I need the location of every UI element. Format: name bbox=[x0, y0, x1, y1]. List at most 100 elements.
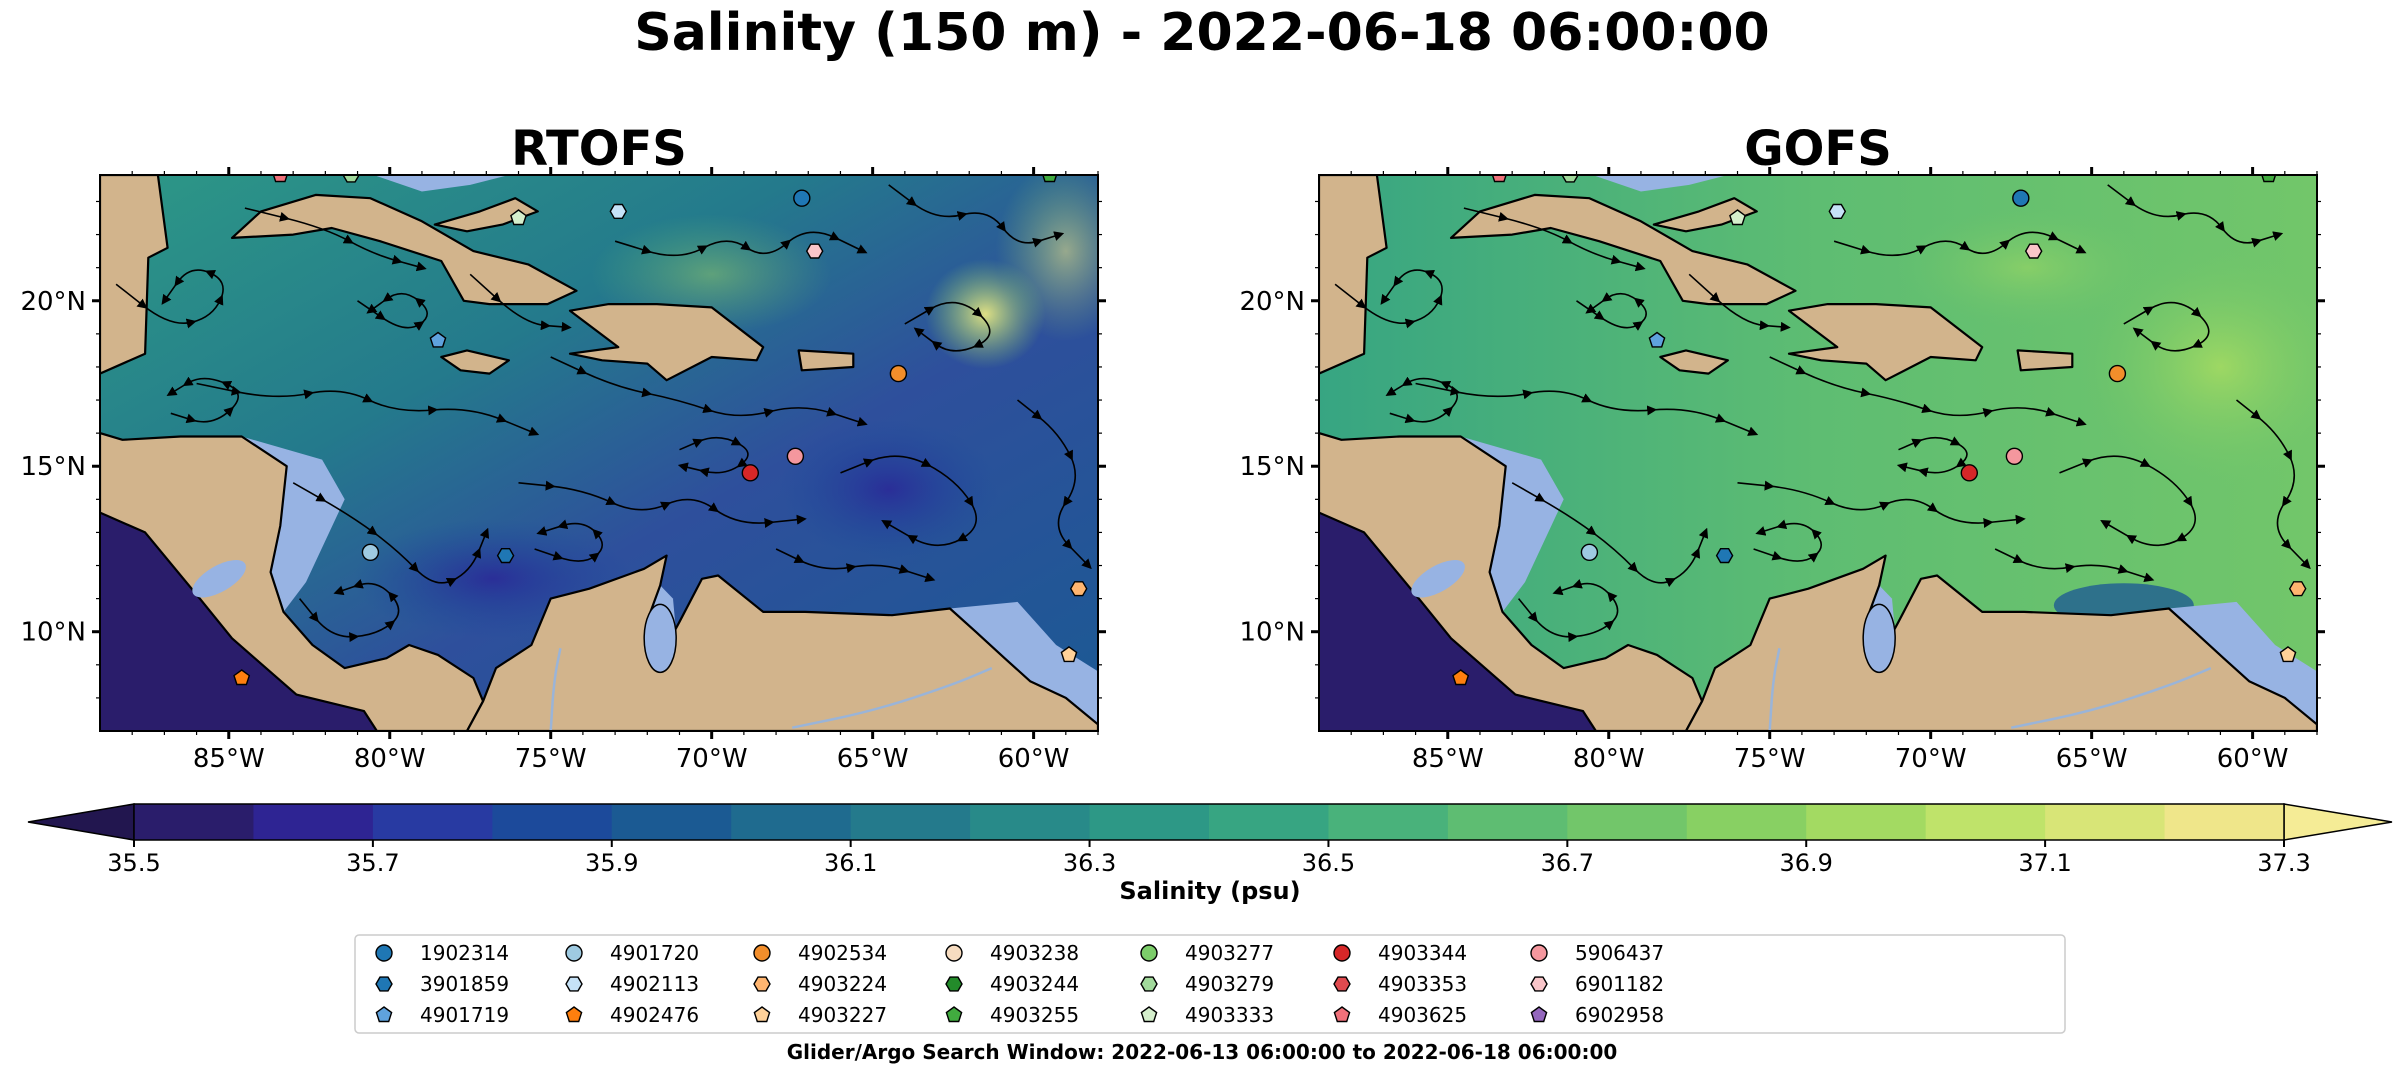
float-marker bbox=[1491, 175, 1507, 183]
legend-marker bbox=[1140, 1006, 1158, 1023]
x-tick-label: 75°W bbox=[1734, 744, 1806, 774]
legend-marker bbox=[945, 1006, 963, 1023]
pacific-water bbox=[1319, 512, 1596, 731]
float-marker bbox=[361, 543, 380, 561]
panel-rtofs: RTOFS 85°W 80°W 75°W 70°W 65°W 60°W 20°N 15°N 10°… bbox=[20, 121, 1106, 774]
streamline bbox=[1334, 269, 1443, 329]
streamline bbox=[840, 455, 978, 547]
streamline bbox=[1385, 376, 1458, 424]
map-frame bbox=[1318, 174, 2318, 732]
land bbox=[100, 175, 169, 375]
streamline bbox=[888, 184, 1065, 248]
x-tick-label: 65°W bbox=[837, 744, 909, 774]
streamline bbox=[244, 207, 427, 272]
colorbar-segment bbox=[1567, 804, 1688, 840]
float-marker bbox=[2288, 581, 2307, 597]
colorbar-extend-min bbox=[27, 803, 135, 841]
streamline bbox=[1688, 273, 1791, 332]
streamline bbox=[1753, 519, 1823, 563]
colorbar-segment bbox=[1447, 804, 1568, 840]
float-marker bbox=[1561, 175, 1579, 183]
colorbar-segment bbox=[1806, 804, 1927, 840]
y-tick-label: 20°N bbox=[1239, 287, 1305, 317]
streamline bbox=[904, 301, 991, 352]
x-tick-label: 80°W bbox=[354, 744, 426, 774]
x-tick-label: 60°W bbox=[998, 744, 1070, 774]
colorbar: 35.5 35.7 35.9 36.1 36.3 36.5 36.7 36.9 37.1 37.3 bbox=[27, 803, 2393, 877]
colorbar-segment bbox=[2045, 804, 2166, 840]
land bbox=[2016, 349, 2074, 372]
legend-marker bbox=[1530, 944, 1548, 962]
x-tick-label: 65°W bbox=[2056, 744, 2128, 774]
colorbar-tick-label: 35.7 bbox=[346, 849, 399, 877]
streamline bbox=[298, 579, 400, 643]
colorbar-tick-label: 36.9 bbox=[1780, 849, 1833, 877]
streamline bbox=[166, 376, 239, 424]
legend-label: 4902113 bbox=[610, 972, 699, 996]
float-marker bbox=[496, 548, 515, 564]
float-marker bbox=[1828, 203, 1847, 220]
legend-marker bbox=[1530, 1006, 1548, 1023]
float-marker bbox=[2261, 175, 2277, 183]
float-marker bbox=[805, 243, 824, 259]
colorbar-segment bbox=[372, 804, 493, 840]
lake bbox=[1862, 603, 1896, 674]
colorbar-segment bbox=[1089, 804, 1210, 840]
float-marker bbox=[1715, 548, 1734, 564]
y-tick-label: 10°N bbox=[1239, 618, 1305, 648]
river bbox=[549, 648, 562, 731]
colorbar-tick-label: 35.9 bbox=[585, 849, 638, 877]
colorbar-segment bbox=[731, 804, 852, 840]
colorbar-segment bbox=[253, 804, 374, 840]
streamline bbox=[1517, 579, 1619, 643]
colorbar-extend-max bbox=[2283, 803, 2393, 841]
float-marker bbox=[1042, 175, 1058, 183]
legend-label: 5906437 bbox=[1575, 941, 1664, 965]
streamline bbox=[518, 480, 807, 528]
panel-title: GOFS bbox=[1744, 121, 1892, 177]
float-marker bbox=[2279, 646, 2297, 663]
y-tick-label: 15°N bbox=[1239, 452, 1305, 482]
float-marker bbox=[2024, 243, 2043, 259]
float-marker bbox=[2108, 364, 2127, 383]
pacific-water bbox=[100, 512, 377, 731]
legend-label: 4903625 bbox=[1378, 1003, 1467, 1027]
streamline bbox=[1833, 231, 2087, 257]
land bbox=[100, 432, 485, 731]
legend-label: 3901859 bbox=[420, 972, 509, 996]
legend-label: 4902534 bbox=[798, 941, 887, 965]
legend-marker bbox=[565, 976, 583, 992]
shelf-mask bbox=[1592, 175, 1728, 192]
streamline bbox=[1463, 207, 1646, 272]
panel-gofs: GOFS 85°W 80°W 75°W 70°W 65°W 60°W 20°N 15°N 10°N bbox=[1239, 121, 2325, 774]
legend-marker bbox=[1140, 944, 1158, 962]
streamline bbox=[1576, 292, 1647, 331]
shelf-mask bbox=[373, 175, 509, 192]
shelf-mask bbox=[1460, 436, 1564, 612]
float-marker bbox=[889, 364, 908, 383]
x-tick-label: 70°W bbox=[676, 744, 748, 774]
colorbar-tick-label: 36.7 bbox=[1541, 849, 1594, 877]
float-marker bbox=[1580, 543, 1599, 561]
legend-label: 4903279 bbox=[1185, 972, 1274, 996]
streamline bbox=[1511, 482, 1709, 588]
streamline bbox=[469, 273, 572, 332]
y-tick-label: 15°N bbox=[20, 452, 86, 482]
legend-marker bbox=[1530, 976, 1548, 992]
legend-box bbox=[354, 934, 2066, 1034]
land bbox=[440, 349, 510, 375]
legend-marker bbox=[1333, 944, 1351, 962]
legend-label: 4903344 bbox=[1378, 941, 1467, 965]
land bbox=[797, 349, 855, 372]
y-tick-label: 10°N bbox=[20, 618, 86, 648]
legend-label: 4901719 bbox=[420, 1003, 509, 1027]
x-tick-label: 85°W bbox=[193, 744, 265, 774]
float-marker bbox=[609, 203, 628, 220]
float-marker bbox=[793, 189, 811, 207]
legend-label: 6902958 bbox=[1575, 1003, 1664, 1027]
map-area bbox=[1319, 175, 2317, 731]
streamline bbox=[1994, 548, 2155, 583]
streamline bbox=[2123, 301, 2210, 352]
land bbox=[1659, 349, 1729, 375]
streamline bbox=[1769, 356, 2087, 427]
